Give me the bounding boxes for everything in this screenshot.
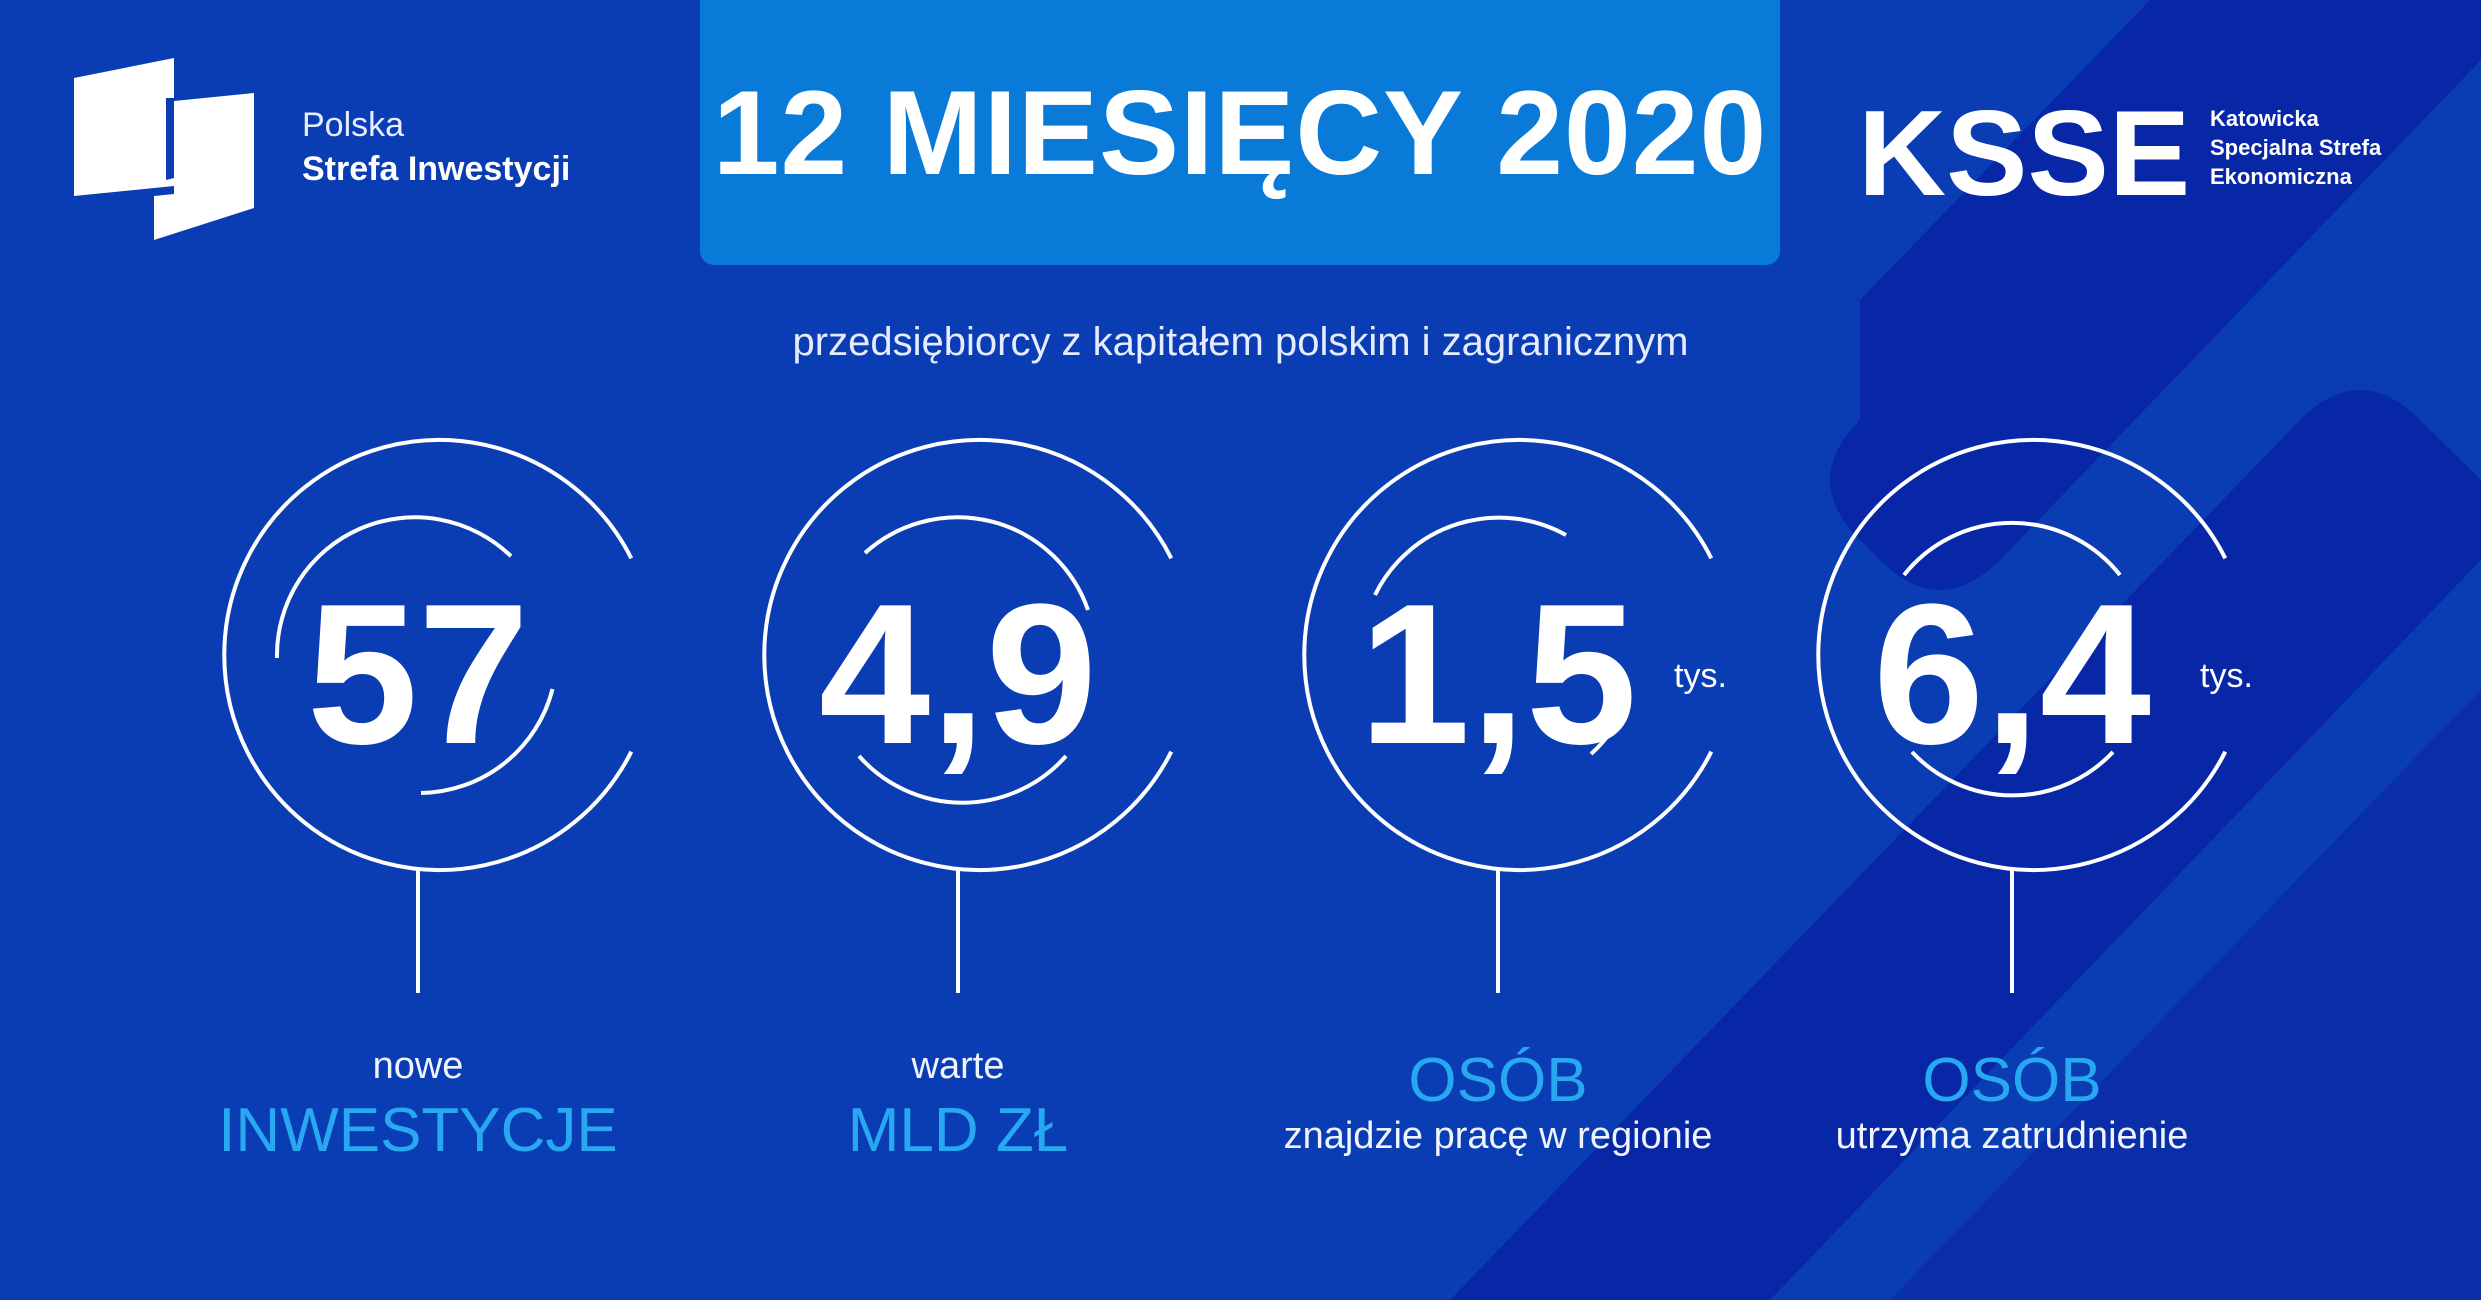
psi-line1: Polska [302,106,405,144]
ksse-line1: Katowicka [2210,106,2319,131]
ksse-fullname: Katowicka Specjalna Strefa Ekonomiczna [2210,104,2381,191]
stat-new-jobs: 1,5 tys. OSÓB znajdzie pracę w regionie [1218,425,1778,1157]
page-title: 12 MIESIĘCY 2020 [712,65,1768,200]
stat-value: 6,4 [1872,563,2152,786]
stat-value: 1,5 [1358,563,1638,786]
psi-line2: Strefa Inwestycji [302,150,571,188]
stat-caption: utrzyma zatrudnienie [1835,1115,2189,1157]
stat-caption: warte [911,1045,1005,1087]
stat-value: 4,9 [818,563,1098,786]
ring-graphic [1302,438,1714,993]
stat-label: INWESTYCJE [218,1096,618,1165]
psi-wordmark: Polska Strefa Inwestycji [302,103,570,191]
stat-investments: 57 nowe INWESTYCJE [138,425,698,1165]
ksse-line2: Specjalna Strefa [2210,135,2382,160]
stat-value: 57 [306,563,530,786]
stat-label: OSÓB [1922,1046,2102,1115]
ring-graphic [1816,438,2228,993]
stat-caption: nowe [372,1045,464,1087]
polska-strefa-inwestycji-logo [74,58,254,240]
ring-graphic [222,438,634,993]
ksse-line3: Ekonomiczna [2210,164,2352,189]
stat-retained-jobs: 6,4 tys. OSÓB utrzyma zatrudnienie [1732,425,2292,1157]
stat-label: MLD ZŁ [847,1096,1069,1165]
subtitle: przedsiębiorcy z kapitałem polskim i zag… [792,320,1689,364]
ksse-logo: KSSE [1858,85,2191,221]
stat-value-billion: 4,9 warte MLD ZŁ [678,425,1238,1165]
stat-caption: znajdzie pracę w regionie [1283,1115,1713,1157]
stat-label: OSÓB [1408,1046,1588,1115]
ring-graphic [762,438,1174,993]
stat-unit: tys. [1674,657,1727,695]
stat-unit: tys. [2200,657,2253,695]
title-banner: 12 MIESIĘCY 2020 [700,0,1780,265]
